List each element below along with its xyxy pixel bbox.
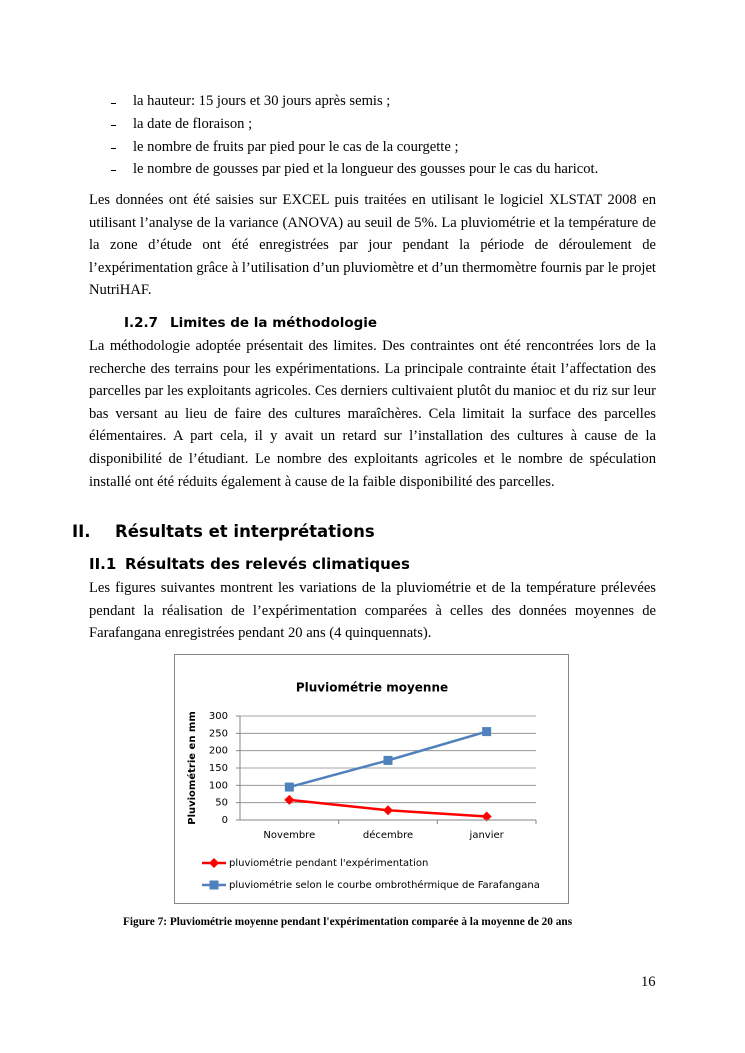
y-tick-label: 150 (209, 763, 228, 774)
y-tick-label: 100 (209, 780, 228, 791)
x-tick-label: Novembre (263, 830, 315, 841)
chart: Pluviométrie moyenne Pluviométrie en mm … (174, 654, 569, 904)
data-point (284, 794, 295, 805)
bullet (111, 125, 116, 126)
bullet (111, 148, 116, 149)
y-tick-label: 0 (222, 815, 228, 826)
heading-number: II.1 (89, 555, 117, 573)
bullet (111, 170, 116, 171)
list-item: la date de floraison ; (133, 116, 253, 132)
figure-caption: Figure 7: Pluviométrie moyenne pendant l… (123, 916, 573, 928)
bullet (111, 103, 116, 104)
data-point (284, 782, 294, 792)
legend-label: pluviométrie selon le courbe ombrothérmi… (229, 879, 540, 891)
y-axis-label: Pluviométrie en mm (186, 711, 198, 825)
y-tick-label: 250 (209, 728, 228, 739)
heading: Résultats et interprétations (115, 522, 375, 541)
list-item: la hauteur: 15 jours et 30 jours après s… (133, 93, 391, 109)
heading: Limites de la méthodologie (170, 315, 378, 331)
data-point (481, 811, 492, 822)
x-tick-label: décembre (363, 829, 413, 841)
page-number: 16 (641, 974, 656, 990)
paragraph: Les figures suivantes montrent les varia… (89, 580, 656, 642)
heading-number: II. (72, 522, 91, 541)
paragraph: La méthodologie adoptée présentait des l… (89, 338, 656, 490)
data-point (383, 805, 393, 816)
chart-title: Pluviométrie moyenne (296, 681, 448, 695)
heading-number: I.2.7 (124, 315, 159, 331)
list-item: le nombre de gousses par pied et la long… (133, 161, 599, 177)
legend-marker (209, 858, 219, 868)
legend-marker (209, 880, 219, 890)
data-point (482, 727, 492, 737)
x-tick-label: janvier (469, 830, 505, 841)
paragraph: Les données ont été saisies sur EXCEL pu… (89, 192, 656, 299)
list-item: le nombre de fruits par pied pour le cas… (133, 139, 459, 155)
y-tick-label: 200 (209, 746, 228, 757)
heading: Résultats des relevés climatiques (125, 555, 410, 573)
y-tick-label: 50 (215, 798, 228, 809)
legend-label: pluviométrie pendant l'expérimentation (229, 857, 428, 869)
data-point (383, 755, 393, 765)
y-tick-label: 300 (209, 711, 228, 722)
